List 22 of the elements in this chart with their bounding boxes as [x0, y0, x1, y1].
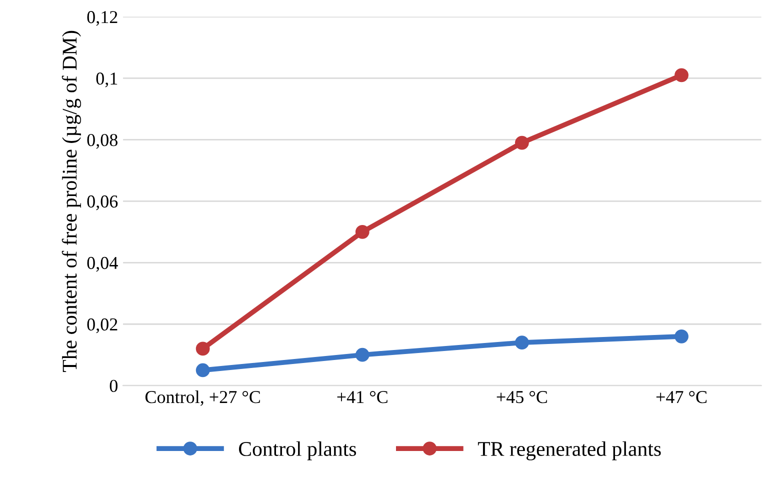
point: [196, 342, 210, 356]
point: [515, 136, 529, 150]
legend-label: Control plants: [238, 441, 356, 460]
legend-label: TR regenerated plants: [478, 441, 661, 460]
point: [196, 363, 210, 378]
x-tick-label: +45 °C: [496, 390, 547, 404]
point: [355, 224, 370, 239]
y-tick-label: 0,1: [96, 72, 118, 88]
y-tick-label: 0,12: [87, 11, 118, 26]
y-tick-label: 0,02: [87, 318, 118, 334]
y-tick-label: 0,08: [87, 134, 118, 149]
y-tick-label: 0: [110, 380, 118, 392]
point: [515, 336, 529, 350]
y-tick-label: 0,04: [87, 256, 118, 272]
point: [355, 348, 370, 362]
x-tick-label: +47 °C: [656, 390, 707, 404]
x-tick-label: +41 °C: [337, 390, 388, 404]
y-axis-title: The content of free proline (µg/g of DM): [62, 30, 82, 372]
point: [674, 68, 688, 82]
x-tick-label: Control, +27 °C: [145, 390, 260, 406]
point: [674, 329, 688, 344]
y-tick-label: 0,06: [87, 195, 118, 210]
